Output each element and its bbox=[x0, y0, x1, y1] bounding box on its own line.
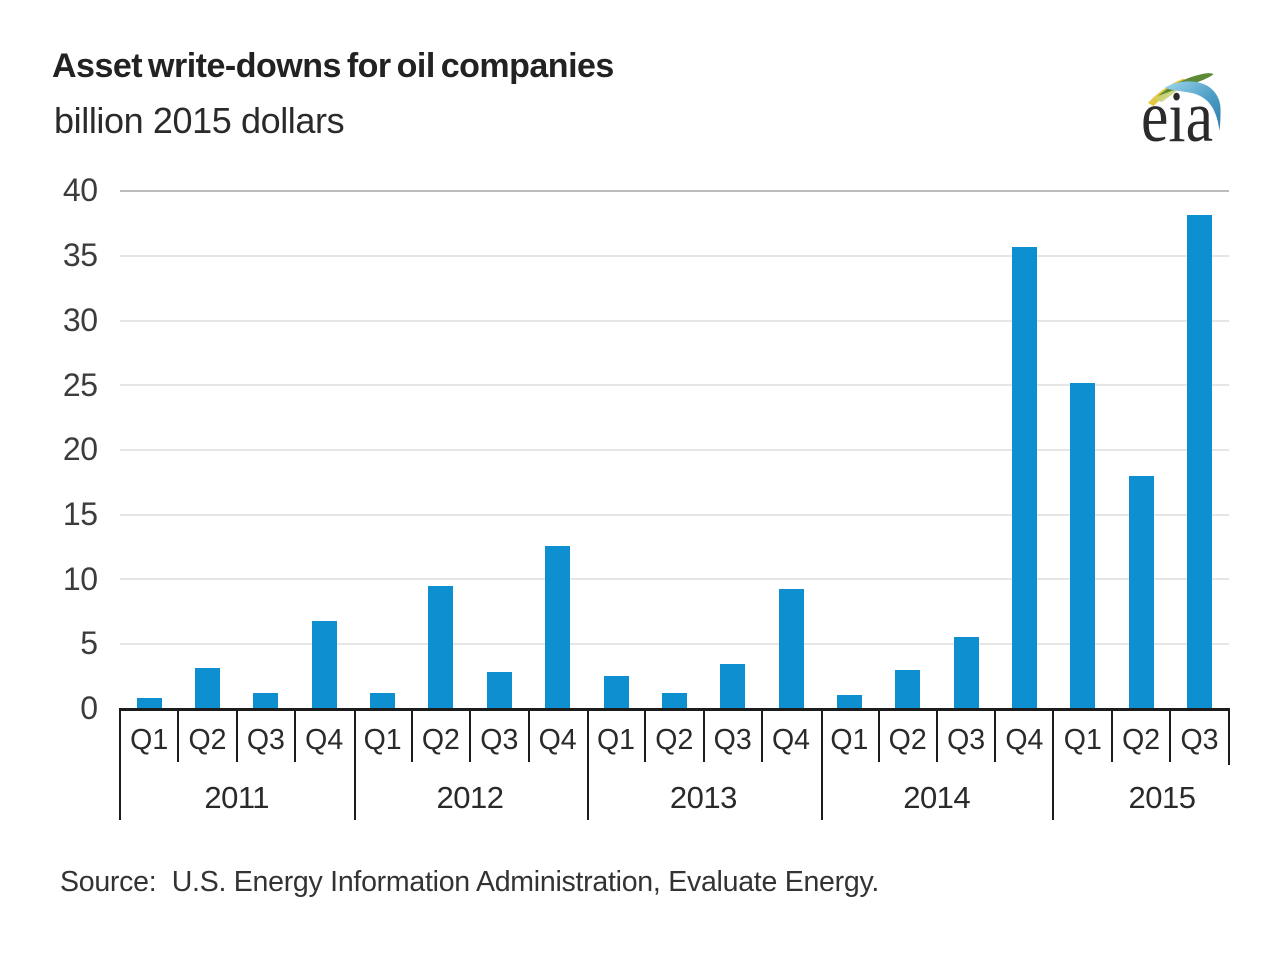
svg-text:eia: eia bbox=[1141, 76, 1213, 157]
